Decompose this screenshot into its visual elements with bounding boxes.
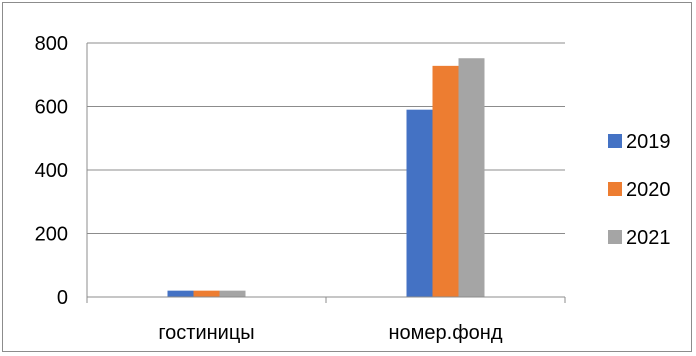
- bars: [167, 58, 485, 297]
- gridlines: [87, 42, 565, 234]
- y-tick-label: 600: [35, 97, 68, 119]
- bar-2021-1: [458, 58, 485, 297]
- axes: 0 200 400 600 800 гостиницы номер.фонд: [35, 33, 566, 344]
- y-tick-label: 800: [35, 33, 68, 55]
- legend-swatch: [608, 134, 622, 148]
- x-tick-label: номер.фонд: [388, 322, 502, 344]
- y-tick-label: 0: [57, 287, 68, 309]
- bar-2019-0: [167, 290, 194, 297]
- legend-label: 2019: [626, 131, 671, 153]
- legend-label: 2021: [626, 227, 671, 249]
- bar-2020-0: [193, 290, 220, 297]
- y-tick-label: 200: [35, 224, 68, 246]
- legend: 2019 2020 2021: [608, 131, 671, 249]
- bar-2019-1: [406, 109, 433, 297]
- legend-swatch: [608, 230, 622, 244]
- legend-label: 2020: [626, 179, 671, 201]
- chart-frame: [2, 2, 692, 352]
- bar-2021-0: [219, 290, 246, 297]
- legend-swatch: [608, 182, 622, 196]
- y-tick-label: 400: [35, 160, 68, 182]
- x-tick-label: гостиницы: [158, 322, 254, 344]
- bar-2020-1: [432, 65, 459, 297]
